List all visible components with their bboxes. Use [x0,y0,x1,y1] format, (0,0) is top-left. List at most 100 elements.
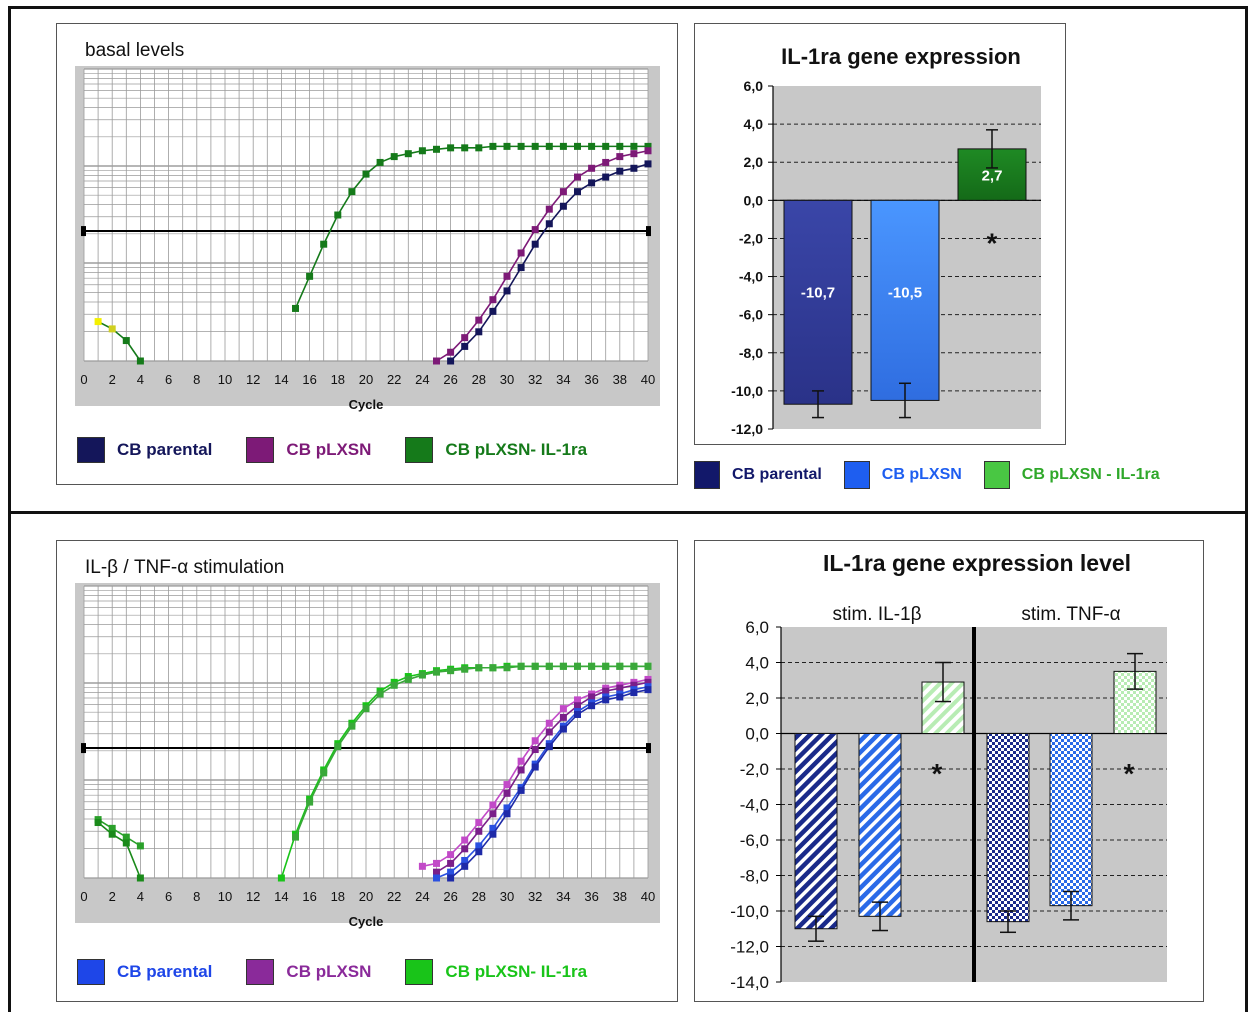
x-tick-label: 38 [613,889,627,904]
data-point [433,357,440,365]
threshold-handle-right [646,226,651,237]
data-point [630,681,638,689]
data-point [559,713,567,721]
x-tick-label: 4 [137,889,144,904]
data-point [277,874,285,882]
data-point [574,702,581,710]
data-point [503,287,511,295]
legend-label: CB parental [117,440,213,459]
x-tick-label: 38 [613,372,627,387]
data-point [602,696,610,704]
legend-swatch [77,437,105,463]
bar-chart-basal: IL-1ra gene expression 6,0 4,0 2,0 0,0 -2,0 -4… [731,44,1041,437]
data-point [616,142,624,150]
legend-swatch [983,461,1010,489]
data-point [588,142,596,150]
data-point [433,874,440,882]
x-tick-label: 36 [584,372,598,387]
data-point [489,824,497,832]
bar [858,733,902,917]
data-point [475,328,483,336]
data-point [122,839,130,847]
data-point [489,830,497,838]
y-tick-label: 6,0 [745,618,769,637]
y-tick-label: -8,0 [740,867,769,886]
data-point [517,142,525,150]
data-point [588,179,596,187]
data-point [433,145,440,153]
data-point [122,337,130,345]
data-point [418,862,426,870]
data-point [292,833,299,841]
data-point [531,240,539,248]
data-point [630,142,638,150]
data-point [475,848,483,856]
x-tick-label: 4 [137,372,144,387]
data-point [531,226,539,234]
data-point [517,249,525,257]
data-point [404,675,412,683]
x-axis-label: Cycle [349,397,384,412]
data-point [574,173,581,181]
data-point [447,868,455,876]
data-point [334,743,342,751]
significance-marker: * [987,227,998,258]
data-point [644,160,652,168]
x-tick-label: 2 [109,372,116,387]
data-point [461,856,469,864]
x-tick-label: 28 [472,889,486,904]
x-tick-label: 14 [274,889,288,904]
legend-item: CB pLXSN - IL-1ra [983,461,1160,489]
amplification-curve [97,320,142,362]
data-label: -10,5 [888,285,922,302]
data-point [447,144,455,152]
amplification-curve [436,681,649,873]
data-point [418,671,426,679]
x-tick-label: 24 [415,372,429,387]
y-tick-label: -2,0 [740,760,769,779]
data-point [531,662,539,670]
data-point [559,725,567,733]
x-tick-label: 8 [193,372,200,387]
data-point [559,142,567,150]
data-point [108,830,116,838]
bar [794,733,838,930]
data-point [489,142,497,150]
amplification-curve [436,149,649,362]
data-point [531,746,539,754]
data-point [433,859,440,867]
y-tick-label: 4,0 [744,116,764,132]
data-point [461,665,469,673]
amplification-curve [97,818,141,847]
y-tick-label: -6,0 [740,831,769,850]
data-point [461,845,469,853]
data-point [122,833,130,841]
significance-marker: * [1124,758,1135,789]
data-point [376,158,384,166]
x-tick-label: 16 [302,372,316,387]
data-point [630,164,638,172]
data-point [517,786,525,794]
data-point [531,737,539,745]
chart-title: IL-1ra gene expression level [823,550,1131,576]
y-tick-label: -12,0 [730,938,769,957]
data-point [418,147,426,155]
data-point [348,188,356,196]
data-point [545,142,553,150]
data-point [461,862,469,870]
x-tick-label: 12 [246,889,260,904]
data-point [503,272,511,280]
data-point [334,211,342,219]
y-tick-label: -6,0 [739,307,763,323]
x-tick-label: 40 [641,372,655,387]
amplification-curve [436,685,649,879]
y-tick-label: 6,0 [744,78,764,94]
legend-swatch [694,461,720,489]
data-point [545,662,553,670]
data-point [545,719,553,727]
data-point [503,789,511,797]
chart-title: IL-β / TNF-α stimulation [85,557,284,578]
y-tick-label: -8,0 [739,345,763,361]
x-tick-label: 16 [302,889,316,904]
